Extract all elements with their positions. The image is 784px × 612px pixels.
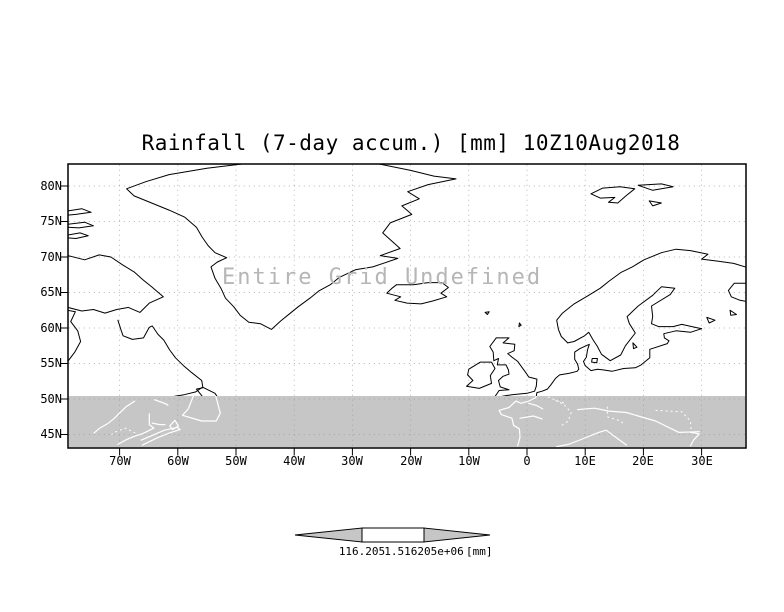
coastline-path xyxy=(556,248,746,344)
coastline-path xyxy=(574,343,590,367)
plot-frame xyxy=(67,163,747,449)
coastline-path xyxy=(489,337,538,396)
axis-tick-marks xyxy=(60,185,703,456)
coastline-path xyxy=(729,309,737,316)
grid-undefined-annotation: Entire Grid Undefined xyxy=(222,265,543,290)
coastline-path xyxy=(484,311,490,315)
coastline-path xyxy=(68,221,94,229)
coastlines xyxy=(68,164,746,396)
coastline-path xyxy=(727,282,746,302)
coastline-path xyxy=(706,316,716,324)
colorbar-units: [mm] xyxy=(466,545,493,558)
x-tick-label: 10W xyxy=(458,454,480,468)
x-tick-label: 70W xyxy=(109,454,131,468)
y-tick-label: 75N xyxy=(40,214,62,228)
coastline-path xyxy=(68,208,92,216)
x-tick-label: 40W xyxy=(283,454,305,468)
colorbar-left-arrow xyxy=(294,527,363,543)
coastline-path xyxy=(181,396,221,422)
coastline-path xyxy=(567,286,703,362)
coastline-path xyxy=(195,387,218,396)
y-tick-label: 60N xyxy=(40,321,62,335)
coastline-path xyxy=(535,363,580,396)
coastline-path xyxy=(556,429,628,448)
coastline-path xyxy=(606,406,624,425)
x-tick-label: 20W xyxy=(400,454,422,468)
shaded-contour-band xyxy=(68,396,746,448)
coastline-path xyxy=(637,183,674,191)
coastline-path xyxy=(153,399,169,406)
coastline-path xyxy=(528,402,544,410)
coastline-path xyxy=(111,427,136,435)
x-tick-label: 0 xyxy=(523,454,531,468)
coastline-path xyxy=(689,431,700,447)
coastline-path xyxy=(577,407,700,433)
coastline-path xyxy=(584,328,703,372)
coastline-path xyxy=(466,361,496,389)
y-tick-label: 45N xyxy=(40,427,62,441)
colorbar-box xyxy=(361,527,425,543)
coastline-path xyxy=(555,399,572,426)
plot-title: Rainfall (7-day accum.) [mm] 10Z10Aug201… xyxy=(141,131,681,155)
coastline-path xyxy=(117,319,204,396)
colorbar-left-value: 116.205 xyxy=(338,545,386,558)
coastline-path xyxy=(93,400,136,434)
y-tick-label: 65N xyxy=(40,285,62,299)
band-coastlines xyxy=(93,396,700,448)
y-tick-label: 80N xyxy=(40,179,62,193)
coastline-path xyxy=(68,309,82,362)
coastline-path xyxy=(648,200,662,207)
coastline-path xyxy=(386,282,449,305)
x-tick-label: 30W xyxy=(341,454,363,468)
coastline-path xyxy=(632,342,638,350)
coastline-path xyxy=(590,186,636,204)
country-borders xyxy=(111,396,692,435)
colorbar-right-arrow xyxy=(423,527,491,543)
coastline-path xyxy=(518,322,522,328)
y-tick-label: 70N xyxy=(40,250,62,264)
y-tick-label: 55N xyxy=(40,356,62,370)
coastline-path xyxy=(68,232,89,239)
x-tick-label: 60W xyxy=(167,454,189,468)
x-tick-label: 10E xyxy=(574,454,596,468)
colorbar xyxy=(294,527,491,543)
coastline-path xyxy=(591,358,598,364)
coastline-path xyxy=(151,422,166,426)
x-tick-label: 30E xyxy=(691,454,713,468)
coastline-path xyxy=(140,426,181,446)
coastline-path xyxy=(117,413,155,445)
coastline-path xyxy=(169,419,179,431)
coastline-path xyxy=(498,396,537,447)
coastline-path xyxy=(519,415,543,420)
coastline-path xyxy=(68,254,164,314)
coastline-path xyxy=(547,396,566,404)
y-tick-label: 50N xyxy=(40,392,62,406)
gridlines xyxy=(68,164,746,448)
coastline-path xyxy=(126,164,457,330)
x-tick-label: 20E xyxy=(632,454,654,468)
x-tick-label: 50W xyxy=(225,454,247,468)
colorbar-right-value: 1.516205e+06 xyxy=(384,545,464,558)
